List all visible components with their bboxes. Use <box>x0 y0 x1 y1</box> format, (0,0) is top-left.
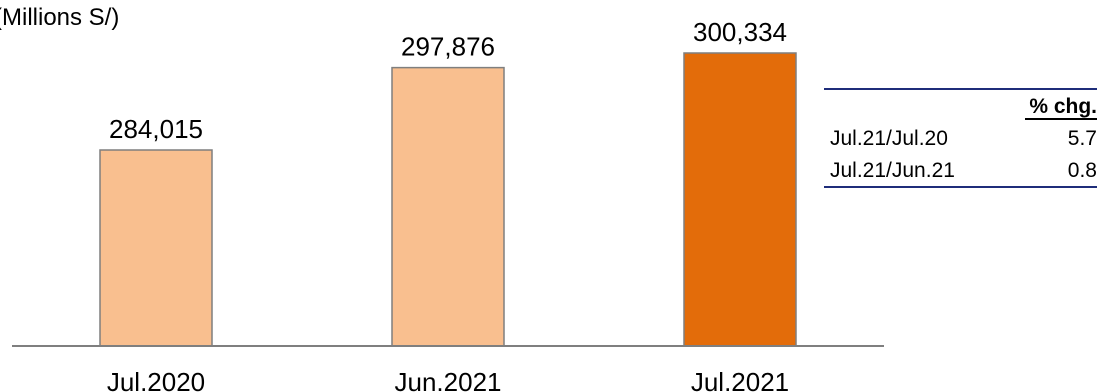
table-row: Jul.21/Jul.20 5.7 <box>824 122 1097 154</box>
period-label: Jul.21/Jun.21 <box>830 159 955 182</box>
table-row: Jul.21/Jun.21 0.8 <box>824 154 1097 186</box>
percent-change-value: 0.8 <box>1067 159 1097 182</box>
bar-jun-2021 <box>391 66 505 347</box>
bar-value-label: 300,334 <box>693 17 787 47</box>
table-header-row: % chg. <box>824 90 1097 122</box>
bar-jul-2021 <box>683 52 797 347</box>
period-label: Jul.21/Jul.20 <box>830 127 948 150</box>
unit-label: (Millions S/) <box>0 4 120 31</box>
percent-change-header: % chg. <box>1025 96 1097 120</box>
category-label: Jul.2021 <box>691 367 789 392</box>
table-bottom-rule <box>824 186 1097 188</box>
bar-value-label: 297,876 <box>401 32 495 62</box>
bar-jul-2020 <box>99 149 213 347</box>
table-top-rule <box>824 88 1097 90</box>
category-label: Jul.2020 <box>107 367 205 392</box>
bar-value-label: 284,015 <box>109 114 203 144</box>
percent-change-table: % chg. Jul.21/Jul.20 5.7 Jul.21/Jun.21 0… <box>824 88 1097 188</box>
percent-change-value: 5.7 <box>1067 127 1097 150</box>
category-label: Jun.2021 <box>395 367 502 392</box>
